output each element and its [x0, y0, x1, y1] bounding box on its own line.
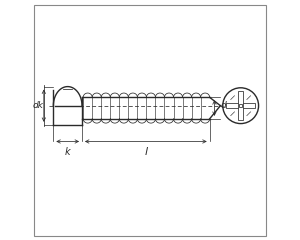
Bar [239, 104, 242, 107]
Bar [226, 103, 255, 108]
Text: k: k [65, 147, 70, 157]
Text: l: l [144, 147, 147, 157]
Text: d: d [220, 101, 226, 110]
Text: dk: dk [33, 101, 44, 110]
Bar [238, 91, 243, 120]
